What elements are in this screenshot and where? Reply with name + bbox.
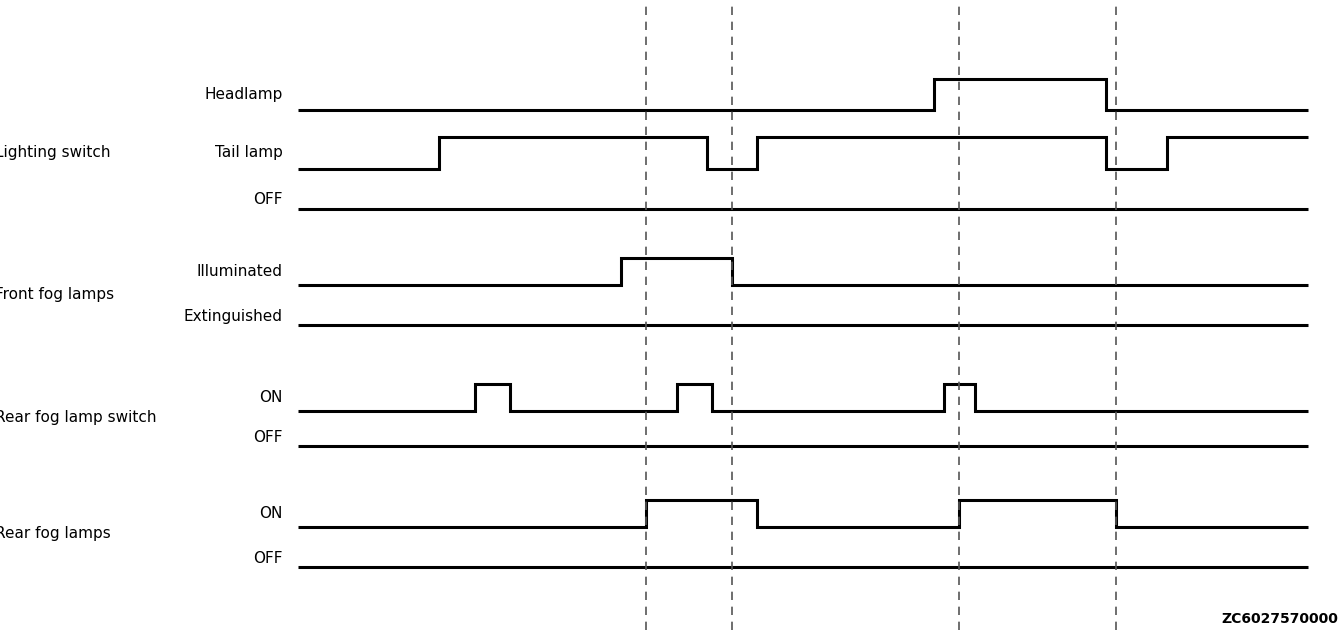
Text: ON: ON — [259, 506, 283, 521]
Text: Extinguished: Extinguished — [184, 309, 283, 324]
Text: Rear fog lamp switch: Rear fog lamp switch — [0, 410, 157, 425]
Text: Lighting switch: Lighting switch — [0, 146, 110, 160]
Text: Tail lamp: Tail lamp — [215, 146, 283, 160]
Text: Rear fog lamps: Rear fog lamps — [0, 527, 110, 541]
Text: ZC6027570000: ZC6027570000 — [1222, 611, 1338, 626]
Text: OFF: OFF — [253, 192, 283, 208]
Text: Illuminated: Illuminated — [197, 264, 283, 279]
Text: Front fog lamps: Front fog lamps — [0, 287, 114, 301]
Text: ON: ON — [259, 390, 283, 404]
Text: OFF: OFF — [253, 430, 283, 445]
Text: OFF: OFF — [253, 551, 283, 566]
Text: Headlamp: Headlamp — [204, 87, 283, 102]
